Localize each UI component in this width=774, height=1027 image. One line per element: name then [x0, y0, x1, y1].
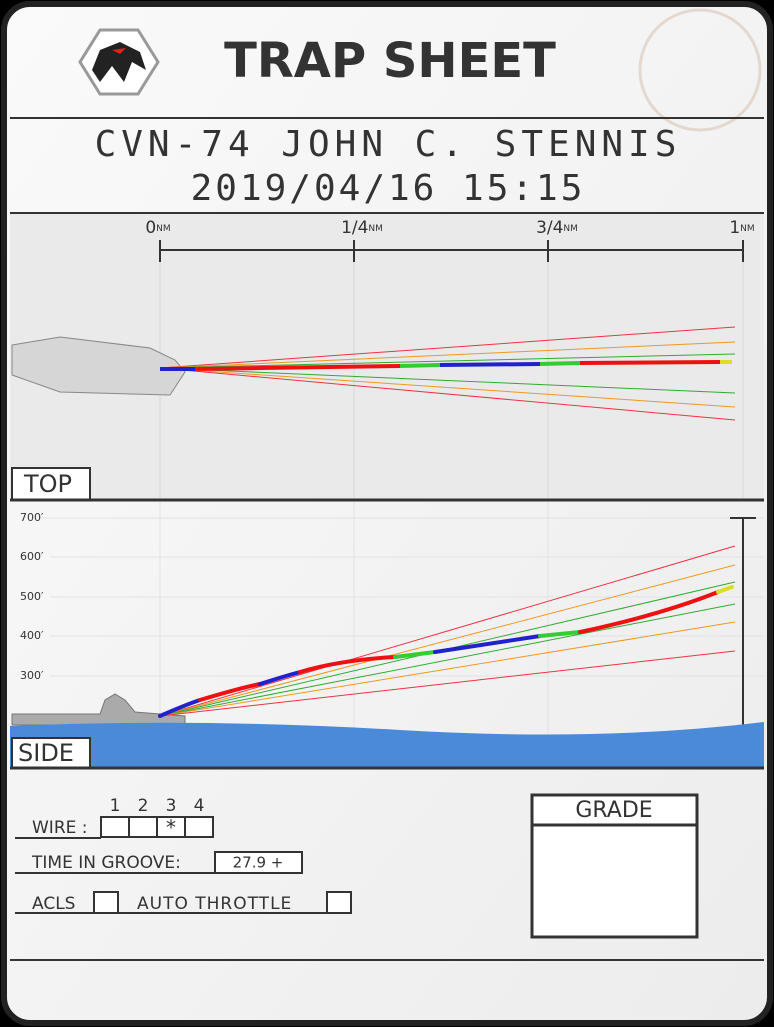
distance-value: 0 [145, 218, 156, 238]
wire-number: 2 [138, 796, 149, 816]
wire-mark: * [166, 816, 176, 840]
distance-labels: 0NM 1/4NM 3/4NM 1NM [145, 218, 754, 238]
time-box [214, 851, 303, 874]
date-time: 2019/04/16 15:15 [191, 168, 586, 209]
top-label-box [11, 467, 91, 501]
coffee-stain [638, 8, 762, 132]
distance-label: 0NM [145, 218, 170, 238]
wire-numbers: 1 2 3 4 [110, 796, 205, 816]
top-label: TOP [23, 470, 72, 498]
distance-value: 1/4 [341, 218, 368, 238]
acls-checkbox [93, 891, 119, 914]
distance-ruler [159, 240, 744, 262]
auto-throttle-checkbox [326, 891, 352, 914]
altitude-labels: 700′ 600′ 500′ 400′ 300′ [20, 511, 44, 682]
distance-unit: NM [368, 224, 383, 234]
altitude-label: 700′ [20, 511, 44, 524]
distance-value: 3/4 [536, 218, 563, 238]
altitude-label: 400′ [20, 629, 44, 642]
side-flight-path [158, 585, 734, 718]
time-in-groove-value: 27.9 + [233, 854, 284, 872]
grade-label: GRADE [575, 798, 652, 823]
auto-throttle-label: AUTO THROTTLE [137, 894, 292, 914]
top-glideslope-limits [159, 326, 736, 421]
wire-number: 1 [110, 796, 121, 816]
altitude-label: 500′ [20, 590, 44, 603]
distance-unit: NM [740, 224, 755, 234]
distance-post [730, 517, 756, 728]
distance-value: 1 [729, 218, 740, 238]
top-flight-path [160, 360, 732, 371]
side-label-box [11, 737, 91, 769]
ship-name: CVN-74 JOHN C. STENNIS [95, 124, 682, 165]
distance-label: 3/4NM [536, 218, 578, 238]
side-label: SIDE [18, 739, 74, 767]
acls-label: ACLS [32, 894, 75, 914]
side-grid [40, 502, 764, 740]
altitude-label: 300′ [20, 669, 44, 682]
wire-label: WIRE : [32, 818, 88, 838]
wire-number: 3 [166, 796, 177, 816]
carrier-top [11, 336, 186, 396]
title: TRAP SHEET [224, 33, 556, 89]
distance-unit: NM [563, 224, 578, 234]
side-glideslope-limits [159, 545, 736, 717]
distance-unit: NM [156, 224, 171, 234]
wire-number: 4 [194, 796, 205, 816]
grade-box [530, 793, 699, 939]
distance-label: 1NM [729, 218, 754, 238]
distance-label: 1/4NM [341, 218, 383, 238]
altitude-label: 600′ [20, 550, 44, 563]
water [10, 722, 764, 768]
wire-boxes [100, 816, 214, 838]
logo [78, 28, 160, 96]
time-in-groove-label: TIME IN GROOVE: [31, 853, 181, 873]
